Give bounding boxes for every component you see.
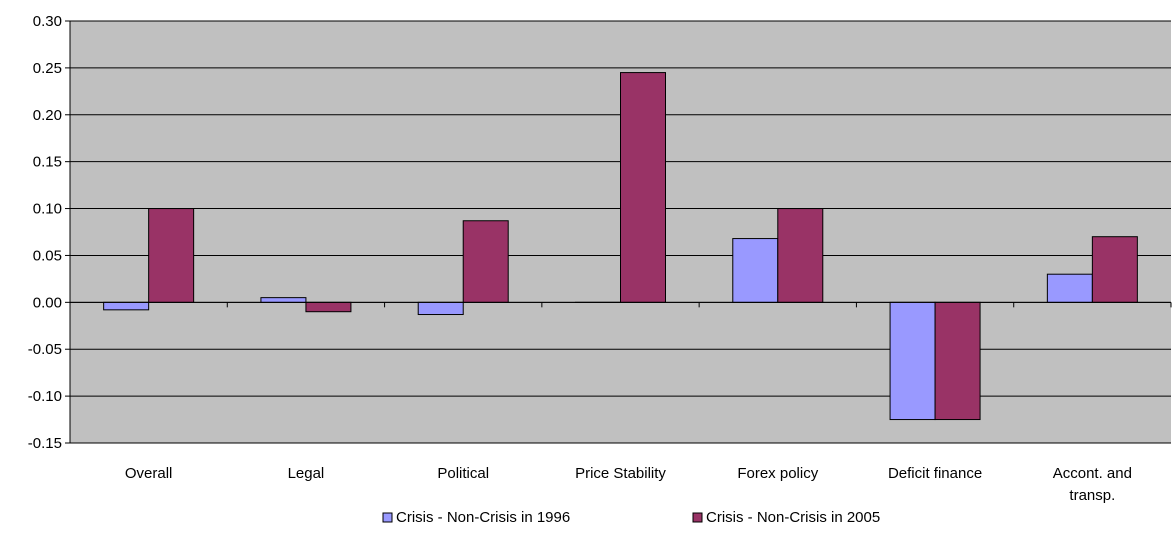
y-tick-labels: 0.30 0.25 0.20 0.15 0.10 0.05 0.00 -0.05 -0.10 -0… (28, 13, 62, 452)
x-tick-labels: Overall Legal Political Price Stability Fore… (125, 465, 1132, 504)
legend-swatch-1996 (382, 512, 393, 523)
legend-label-2005: Crisis - Non-Crisis in 2005 (706, 509, 880, 526)
bar-series0-2 (417, 301, 464, 316)
y-tick-label: -0.10 (28, 388, 62, 405)
y-tick-label: 0.05 (33, 247, 62, 264)
bar-series1-0 (148, 208, 195, 303)
bar-series1-3 (620, 72, 666, 303)
legend-label-1996: Crisis - Non-Crisis in 1996 (396, 509, 570, 526)
legend-swatch-2005 (692, 512, 703, 523)
y-tick-label: 0.30 (33, 13, 62, 30)
y-tick-label: 0.00 (33, 294, 62, 311)
y-tick-label: 0.10 (33, 201, 62, 218)
x-tick-label: Legal (288, 465, 325, 482)
bar-series1-4 (777, 208, 824, 303)
bar-series1-5 (934, 301, 981, 421)
bar-series1-2 (462, 220, 509, 303)
bar-series0-6 (1046, 273, 1093, 303)
y-tick-label: 0.25 (33, 60, 62, 77)
x-tick-label: Overall (125, 465, 173, 482)
x-tick-label: Political (437, 465, 489, 482)
bar-series0-0 (103, 301, 150, 311)
x-tick-label: Price Stability (575, 465, 666, 482)
x-tick-label: Accont. and transp. (1053, 465, 1132, 504)
bar-series0-4 (732, 238, 779, 303)
y-tick-label: 0.20 (33, 107, 62, 124)
x-tick-label: Forex policy (737, 465, 818, 482)
y-tick-label: 0.15 (33, 154, 62, 171)
y-tick-label: -0.05 (28, 341, 62, 358)
bar-series0-5 (889, 301, 936, 421)
bar-series1-1 (305, 301, 352, 313)
legend: Crisis - Non-Crisis in 1996 Crisis - Non… (382, 509, 880, 526)
bar-series1-6 (1091, 236, 1138, 303)
axes (65, 20, 1172, 444)
y-tick-label: -0.15 (28, 435, 62, 452)
bars (103, 72, 1138, 421)
x-tick-label: Deficit finance (888, 465, 982, 482)
bar-series0-1 (260, 297, 307, 303)
